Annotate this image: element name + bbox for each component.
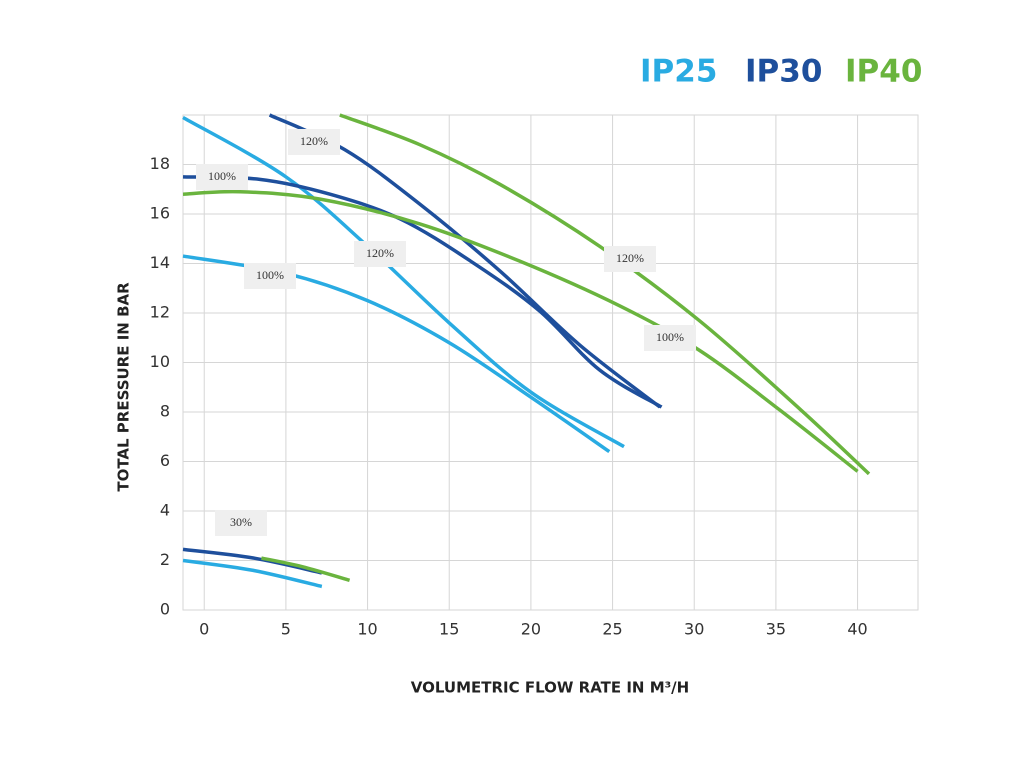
curve (182, 189, 859, 473)
curve-label: 120% (300, 134, 328, 148)
x-tick-label: 5 (281, 620, 291, 639)
y-tick-label: 6 (160, 451, 170, 470)
curve-label: 30% (230, 515, 252, 529)
y-tick-label: 8 (160, 402, 170, 421)
y-tick-label: 10 (150, 352, 170, 371)
y-tick-label: 12 (150, 303, 170, 322)
x-tick-label: 25 (602, 620, 622, 639)
curve (268, 113, 662, 409)
curve-label: 100% (656, 330, 684, 344)
legend-entry: IP30 (745, 54, 822, 90)
y-axis-title: TOTAL PRESSURE IN BAR (115, 282, 133, 492)
y-tick-label: 0 (160, 600, 170, 619)
label-box (288, 129, 340, 155)
x-tick-label: 10 (357, 620, 377, 639)
y-tick-label: 18 (150, 154, 170, 173)
legend-entry: IP25 (640, 54, 717, 90)
label-box (196, 164, 248, 190)
curve (182, 175, 663, 409)
y-tick-label: 16 (150, 204, 170, 223)
y-tick-label: 14 (150, 253, 170, 272)
curve (182, 115, 625, 449)
curve (182, 558, 323, 589)
label-box (604, 246, 656, 272)
curve-label: 120% (616, 251, 644, 265)
curve (261, 556, 351, 582)
label-box (244, 263, 296, 289)
x-tick-label: 30 (684, 620, 704, 639)
x-tick-label: 40 (847, 620, 867, 639)
label-box (644, 325, 696, 351)
curve (339, 113, 871, 476)
curve-label: 120% (366, 246, 394, 260)
x-tick-label: 35 (766, 620, 786, 639)
label-box (215, 510, 267, 536)
curve-label: 100% (256, 268, 284, 282)
x-tick-label: 0 (199, 620, 209, 639)
label-box (354, 241, 406, 267)
curve-label: 100% (208, 169, 236, 183)
x-tick-label: 15 (439, 620, 459, 639)
legend-entry: IP40 (845, 54, 922, 90)
y-tick-label: 4 (160, 501, 170, 520)
x-axis-title: VOLUMETRIC FLOW RATE IN M³/H (411, 679, 689, 697)
x-tick-label: 20 (521, 620, 541, 639)
y-tick-label: 2 (160, 550, 170, 569)
